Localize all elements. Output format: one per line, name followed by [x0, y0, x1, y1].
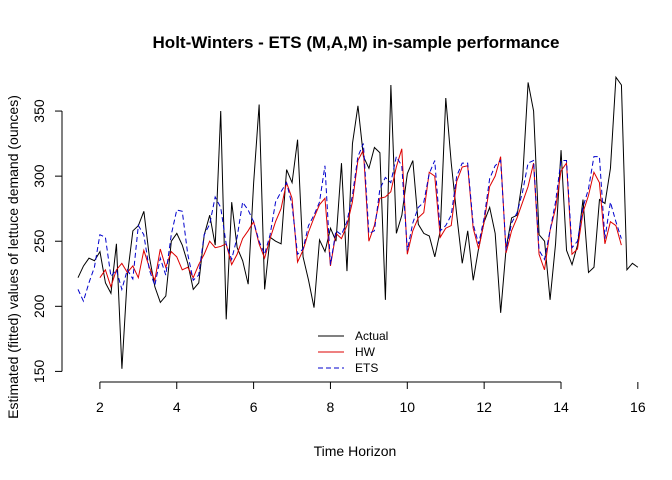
- y-tick-label: 250: [31, 229, 47, 253]
- y-axis: 150 200 250 300 350: [31, 99, 63, 384]
- x-tick-label: 16: [630, 399, 646, 415]
- legend: Actual HW ETS: [318, 329, 388, 375]
- y-tick-label: 300: [31, 164, 47, 188]
- legend-label-ets: ETS: [355, 361, 378, 375]
- chart-title: Holt-Winters - ETS (M,A,M) in-sample per…: [153, 33, 560, 52]
- x-tick-label: 10: [400, 399, 416, 415]
- legend-label-actual: Actual: [355, 329, 388, 343]
- y-tick-label: 200: [31, 294, 47, 318]
- series-layer: [77, 75, 639, 369]
- y-tick-label: 150: [31, 360, 47, 384]
- y-tick-label: 350: [31, 99, 47, 123]
- x-tick-label: 12: [476, 399, 492, 415]
- x-axis: 2 4 6 8 10 12 14 16: [96, 381, 646, 415]
- series-line-ets: [77, 143, 622, 303]
- legend-label-hw: HW: [355, 345, 376, 359]
- x-axis-label: Time Horizon: [314, 443, 397, 459]
- x-tick-label: 14: [553, 399, 569, 415]
- series-line-actual: [77, 75, 639, 369]
- series-line-hw: [99, 148, 622, 289]
- y-axis-label: Estimated (fitted) values of lettuce dem…: [5, 95, 21, 419]
- x-tick-label: 2: [96, 399, 104, 415]
- x-tick-label: 6: [250, 399, 258, 415]
- x-tick-label: 8: [327, 399, 335, 415]
- x-tick-label: 4: [173, 399, 181, 415]
